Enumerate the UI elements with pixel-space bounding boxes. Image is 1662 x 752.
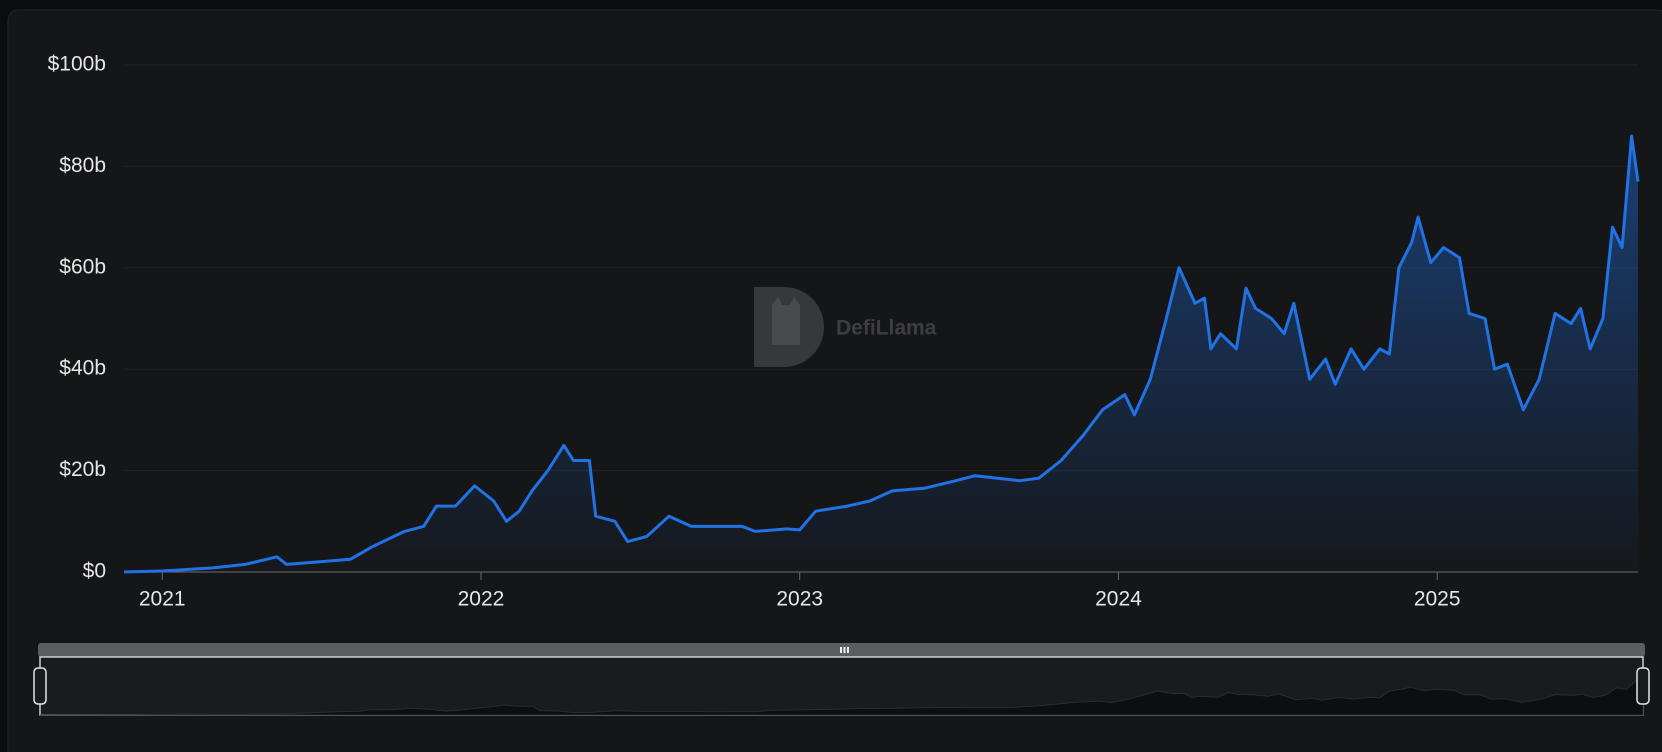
- y-tick-label: $80b: [59, 154, 106, 177]
- x-tick-label: 2024: [1095, 588, 1142, 611]
- watermark-text: DefiLlama: [836, 317, 937, 340]
- x-tick-label: 2022: [458, 588, 505, 611]
- y-tick-label: $40b: [59, 357, 106, 380]
- navigator-grip: [843, 647, 846, 653]
- navigator-grip: [840, 647, 842, 653]
- x-tick-label: 2021: [139, 588, 186, 611]
- watermark: DefiLlama: [754, 287, 937, 367]
- navigator-grip: [847, 647, 849, 653]
- y-tick-label: $20b: [59, 458, 106, 481]
- plot: [123, 134, 1640, 574]
- navigator-plot: [39, 679, 1644, 716]
- y-tick-label: $0: [83, 560, 106, 583]
- navigator-handle-right[interactable]: [1636, 667, 1650, 705]
- y-tick-label: $100b: [48, 53, 106, 76]
- watermark-llama: [772, 297, 800, 345]
- x-tick-label: 2023: [776, 588, 823, 611]
- area-fill: [124, 136, 1638, 572]
- navigator-handle-left[interactable]: [33, 667, 47, 705]
- x-tick-label: 2025: [1414, 588, 1461, 611]
- watermark-logo: [754, 287, 824, 367]
- line: [123, 134, 1640, 574]
- navigator-area: [39, 679, 1644, 716]
- y-tick-label: $60b: [59, 255, 106, 278]
- axes: $0 $20b $40b $60b $80b $100b 2021 2022 2023 2024 2…: [48, 53, 1461, 611]
